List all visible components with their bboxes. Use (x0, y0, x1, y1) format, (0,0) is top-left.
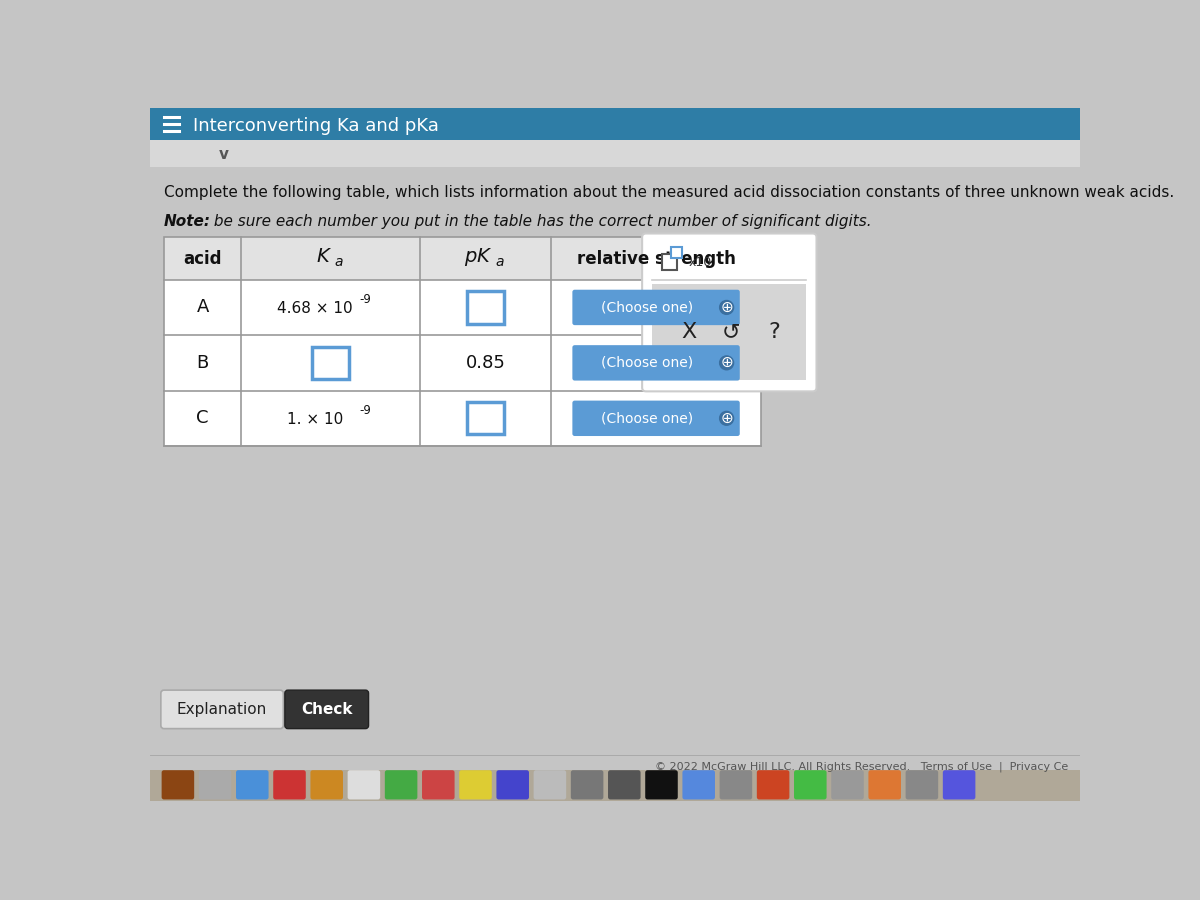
Circle shape (720, 356, 733, 370)
Text: x10: x10 (689, 256, 712, 268)
Text: ⊕: ⊕ (720, 356, 733, 371)
FancyBboxPatch shape (161, 690, 283, 729)
FancyBboxPatch shape (274, 770, 306, 799)
FancyBboxPatch shape (572, 400, 739, 436)
Text: Check: Check (301, 702, 353, 717)
Text: -9: -9 (360, 293, 371, 306)
Bar (164, 280, 761, 335)
FancyBboxPatch shape (348, 770, 380, 799)
Text: ?: ? (768, 321, 780, 342)
FancyBboxPatch shape (284, 690, 368, 729)
Text: ⊕: ⊕ (720, 410, 733, 426)
Text: relative strength: relative strength (577, 249, 736, 267)
Text: Complete the following table, which lists information about the measured acid di: Complete the following table, which list… (164, 185, 1175, 200)
Text: $\mathit{K}$: $\mathit{K}$ (317, 247, 332, 266)
Text: A: A (197, 299, 209, 317)
FancyBboxPatch shape (422, 770, 455, 799)
Circle shape (720, 301, 733, 314)
FancyBboxPatch shape (608, 770, 641, 799)
Text: ↺: ↺ (722, 321, 740, 342)
FancyBboxPatch shape (162, 770, 194, 799)
Bar (164, 391, 761, 446)
Bar (150, 140, 1080, 167)
FancyBboxPatch shape (460, 770, 492, 799)
Bar (671, 247, 683, 258)
Text: 1. × 10: 1. × 10 (287, 412, 343, 427)
Text: acid: acid (184, 249, 222, 267)
Bar (653, 284, 806, 380)
FancyBboxPatch shape (794, 770, 827, 799)
FancyBboxPatch shape (571, 770, 604, 799)
Text: X: X (682, 321, 696, 342)
Text: ⊕: ⊕ (720, 300, 733, 315)
FancyBboxPatch shape (385, 770, 418, 799)
Bar (467, 402, 504, 435)
Text: Interconverting Ka and pKa: Interconverting Ka and pKa (193, 118, 438, 136)
Bar (467, 292, 504, 324)
Bar (150, 108, 1080, 140)
Text: (Choose one): (Choose one) (601, 356, 692, 370)
Text: -9: -9 (360, 404, 371, 417)
FancyBboxPatch shape (683, 770, 715, 799)
FancyBboxPatch shape (720, 770, 752, 799)
FancyBboxPatch shape (906, 770, 938, 799)
Text: (Choose one): (Choose one) (601, 411, 692, 426)
Bar (312, 346, 349, 379)
Bar (150, 770, 1080, 801)
Text: $\mathit{a}$: $\mathit{a}$ (335, 256, 344, 269)
Text: $p\mathit{K}$: $p\mathit{K}$ (463, 246, 492, 268)
FancyBboxPatch shape (642, 233, 816, 392)
Text: © 2022 McGraw Hill LLC. All Rights Reserved.   Terms of Use  |  Privacy Ce: © 2022 McGraw Hill LLC. All Rights Reser… (655, 761, 1068, 771)
FancyBboxPatch shape (572, 346, 739, 381)
Bar (164, 238, 761, 280)
FancyBboxPatch shape (236, 770, 269, 799)
FancyBboxPatch shape (869, 770, 901, 799)
Text: $\mathit{a}$: $\mathit{a}$ (494, 256, 504, 269)
Bar (661, 255, 677, 270)
Text: B: B (197, 354, 209, 372)
Bar (164, 335, 761, 391)
FancyBboxPatch shape (311, 770, 343, 799)
Text: C: C (197, 410, 209, 427)
Bar (164, 238, 761, 446)
FancyBboxPatch shape (943, 770, 976, 799)
Text: (Choose one): (Choose one) (601, 301, 692, 314)
Text: v: v (218, 147, 229, 162)
FancyBboxPatch shape (199, 770, 232, 799)
Text: Note:: Note: (164, 213, 211, 229)
FancyBboxPatch shape (534, 770, 566, 799)
Circle shape (720, 411, 733, 425)
Text: be sure each number you put in the table has the correct number of significant d: be sure each number you put in the table… (209, 213, 871, 229)
FancyBboxPatch shape (832, 770, 864, 799)
Text: 4.68 × 10: 4.68 × 10 (277, 302, 353, 317)
Text: 0.85: 0.85 (466, 354, 505, 372)
FancyBboxPatch shape (757, 770, 790, 799)
FancyBboxPatch shape (572, 290, 739, 325)
FancyBboxPatch shape (646, 770, 678, 799)
FancyBboxPatch shape (497, 770, 529, 799)
Text: Explanation: Explanation (176, 702, 268, 717)
